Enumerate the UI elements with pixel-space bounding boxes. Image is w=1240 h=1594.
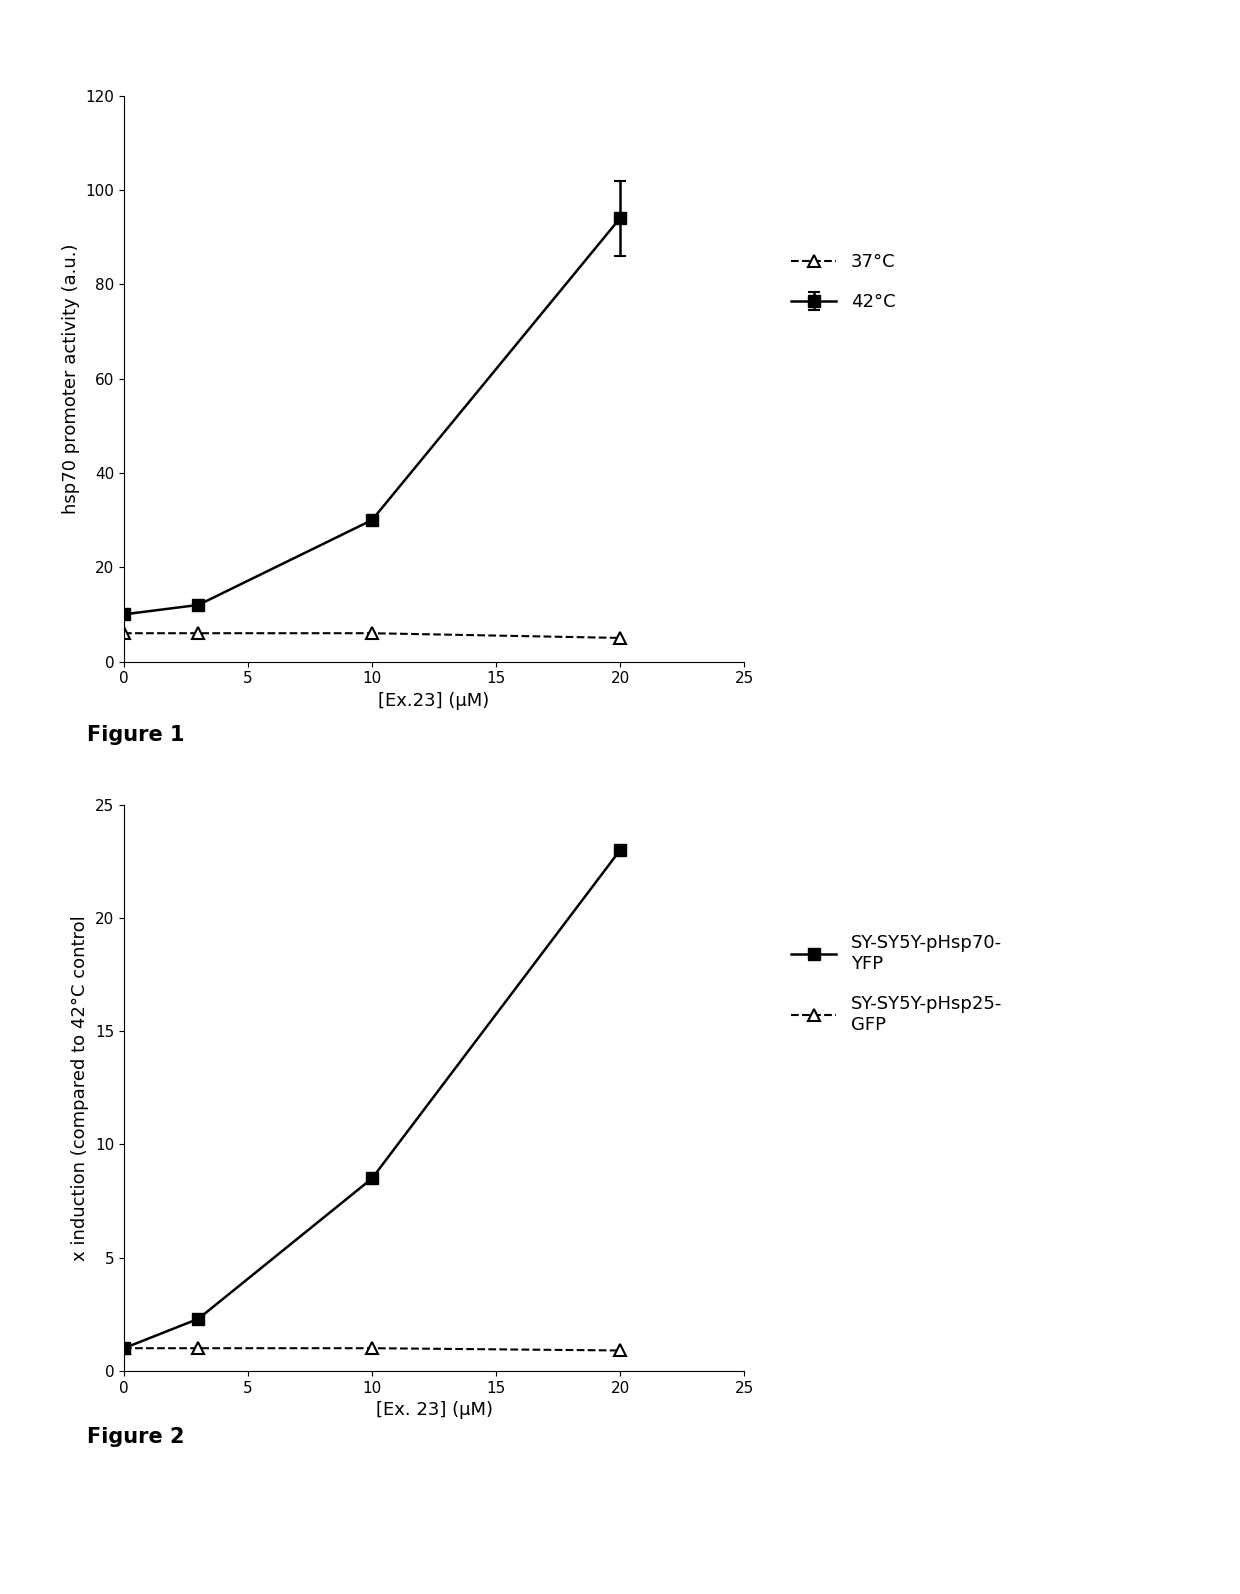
37°C — [117, 623, 131, 642]
Line: 37°C: 37°C — [119, 628, 625, 644]
SY-SY5Y-pHsp25-
GFP — [191, 1339, 206, 1358]
37°C — [613, 628, 627, 647]
X-axis label: [Ex.23] (μM): [Ex.23] (μM) — [378, 692, 490, 709]
SY-SY5Y-pHsp70-
YFP — [191, 1309, 206, 1328]
SY-SY5Y-pHsp70-
YFP — [117, 1339, 131, 1358]
SY-SY5Y-pHsp25-
GFP — [613, 1341, 627, 1360]
37°C — [191, 623, 206, 642]
Line: SY-SY5Y-pHsp70-
YFP: SY-SY5Y-pHsp70- YFP — [119, 845, 625, 1353]
Line: SY-SY5Y-pHsp25-
GFP: SY-SY5Y-pHsp25- GFP — [119, 1342, 625, 1356]
Legend: 37°C, 42°C: 37°C, 42°C — [784, 245, 903, 319]
SY-SY5Y-pHsp25-
GFP — [365, 1339, 379, 1358]
Y-axis label: hsp70 promoter activity (a.u.): hsp70 promoter activity (a.u.) — [62, 244, 79, 513]
Legend: SY-SY5Y-pHsp70-
YFP, SY-SY5Y-pHsp25-
GFP: SY-SY5Y-pHsp70- YFP, SY-SY5Y-pHsp25- GFP — [784, 928, 1009, 1041]
Text: Figure 1: Figure 1 — [87, 725, 185, 746]
SY-SY5Y-pHsp25-
GFP — [117, 1339, 131, 1358]
Text: Figure 2: Figure 2 — [87, 1427, 185, 1447]
Y-axis label: x induction (compared to 42°C control: x induction (compared to 42°C control — [72, 915, 89, 1261]
37°C — [365, 623, 379, 642]
SY-SY5Y-pHsp70-
YFP — [365, 1168, 379, 1188]
SY-SY5Y-pHsp70-
YFP — [613, 840, 627, 859]
X-axis label: [Ex. 23] (μM): [Ex. 23] (μM) — [376, 1401, 492, 1419]
